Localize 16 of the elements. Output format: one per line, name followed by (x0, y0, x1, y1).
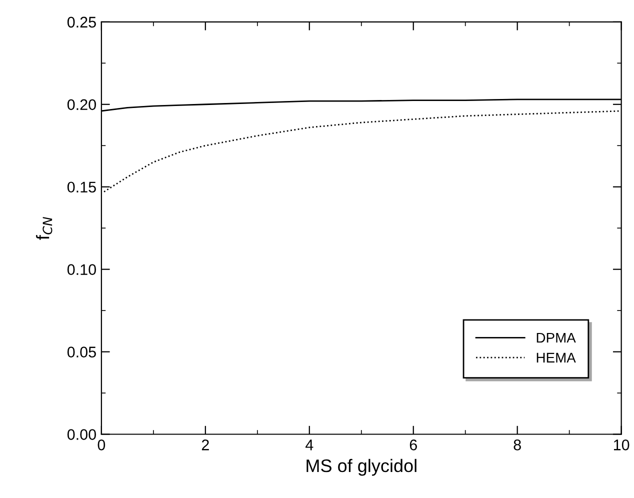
x-tick-label: 10 (614, 440, 630, 450)
y-axis-title: f$_{CN}$ (36, 216, 52, 240)
x-tick-label: 8 (514, 440, 521, 450)
legend-label: HEMA (536, 352, 576, 362)
x-tick-label: 4 (305, 440, 314, 450)
y-tick-label: 0.25 (67, 16, 96, 28)
x-tick-label: 2 (202, 440, 209, 450)
y-tick-label: 0.05 (67, 346, 96, 358)
x-tick-label: 0 (98, 440, 106, 450)
y-tick-label: 0.15 (67, 182, 96, 193)
legend-label: DPMA (536, 333, 576, 343)
x-tick-label: 6 (410, 440, 417, 450)
x-axis-title: MS of glycidol (306, 458, 416, 476)
y-tick-label: 0.00 (67, 429, 96, 440)
y-tick-label: 0.20 (67, 99, 96, 110)
y-tick-label: 0.10 (67, 264, 96, 276)
